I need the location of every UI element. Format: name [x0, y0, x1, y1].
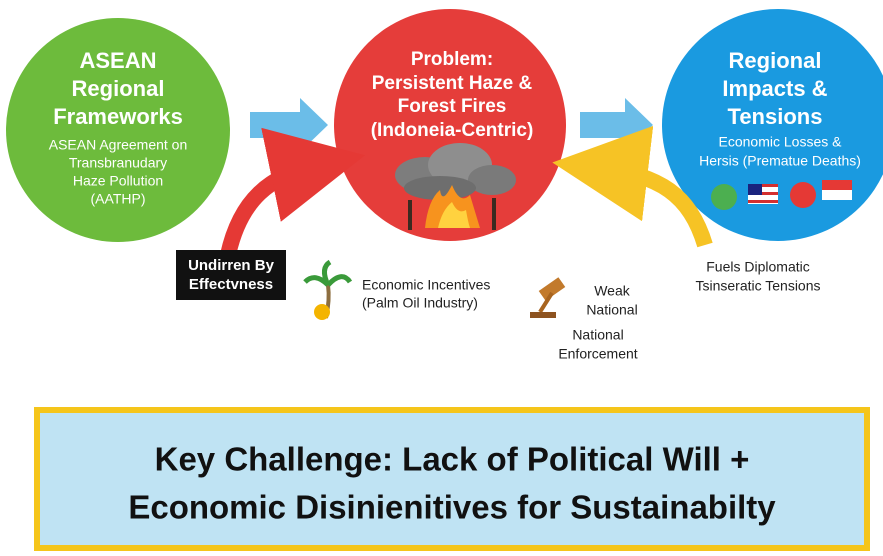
feedback-arrow [228, 165, 318, 255]
node-title: (Indoneia-Centric) [371, 120, 534, 141]
node-detail: Economic Losses & [719, 134, 843, 150]
label-text: Effectvness [189, 276, 273, 293]
label-text: National [586, 302, 637, 318]
node-detail: Transbranudary [69, 155, 167, 171]
label-text: National [572, 327, 623, 343]
palm-icon [305, 262, 350, 320]
node-detail: Haze Pollution [73, 173, 163, 189]
node-title: Problem: [411, 49, 493, 70]
label-text: Fuels Diplomatic [706, 259, 809, 275]
label-text: Undirren By [188, 257, 275, 274]
node-title: Impacts & [722, 76, 827, 101]
node-title: ASEAN [79, 48, 156, 73]
key-challenge-box [37, 410, 867, 548]
node-title: Persistent Haze & [372, 73, 533, 94]
label-text: Weak [594, 283, 631, 299]
node-title: Regional [72, 76, 165, 101]
node-title: Frameworks [53, 104, 183, 129]
label-text: Economic Incentives [362, 277, 490, 293]
gavel-icon [530, 277, 565, 318]
key-challenge-text: Key Challenge: Lack of Political Will + [155, 441, 750, 478]
node-detail: (AATHP) [91, 191, 146, 207]
diagram: ASEAN Regional Frameworks ASEAN Agreemen… [0, 0, 883, 556]
node-detail: Hersis (Prematue Deaths) [699, 153, 861, 169]
node-title: Tensions [728, 104, 823, 129]
flow-arrow [580, 98, 653, 152]
node-title: Regional [729, 48, 822, 73]
flow-arrow [250, 98, 328, 152]
label-text: Tsinseratic Tensions [695, 278, 820, 294]
label-text: Enforcement [558, 346, 637, 362]
label-text: (Palm Oil Industry) [362, 295, 478, 311]
key-challenge-text: Economic Disinienitives for Sustainabilt… [128, 489, 776, 526]
node-detail: ASEAN Agreement on [49, 137, 188, 153]
node-title: Forest Fires [398, 96, 507, 117]
